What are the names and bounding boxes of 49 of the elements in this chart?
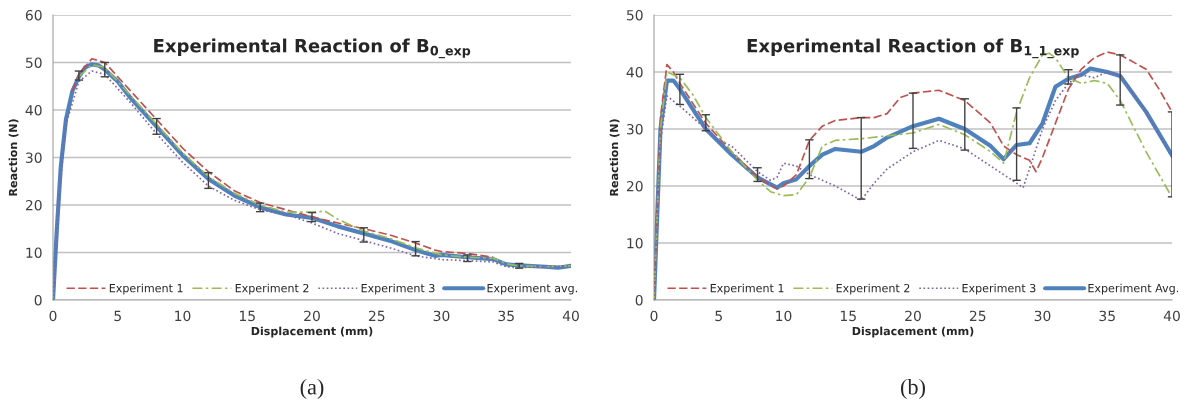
y-tick-label: 0: [34, 294, 42, 306]
y-tick-label: 50: [25, 57, 42, 68]
legend-label: Experiment 3: [361, 283, 435, 295]
text: (b): [901, 378, 925, 400]
x-tick-label: 30: [433, 310, 450, 322]
x-tick-label: 35: [498, 310, 514, 322]
legend-label: Experiment 2: [235, 283, 309, 295]
y-tick-label: 20: [626, 180, 643, 192]
y-tick-label: 10: [26, 247, 42, 258]
y-tick-label: 10: [627, 237, 643, 249]
y-tick-label: 60: [25, 9, 42, 21]
x-tick-label: 20: [905, 310, 921, 322]
x-tick-label: 40: [1163, 310, 1180, 322]
x-tick-label: 30: [1034, 310, 1051, 322]
legend-label: Experiment 3: [962, 283, 1036, 295]
legend-label: Experiment Avg.: [1088, 283, 1179, 295]
y-tick-label: 0: [635, 294, 643, 306]
x-tick-label: 20: [304, 310, 320, 322]
line-series: [78, 64, 571, 268]
x-tick-label: 5: [715, 310, 722, 322]
x-tick-label: 25: [969, 310, 986, 322]
legend-label: Experiment 1: [109, 283, 183, 295]
y-tick-label: 50: [626, 9, 643, 21]
y-axis-title: Reaction (N): [8, 119, 19, 196]
x-tick-label: 5: [114, 310, 121, 322]
y-tick-label: 20: [25, 199, 42, 211]
x-tick-label: 10: [776, 310, 792, 322]
y-tick-label: 30: [626, 123, 643, 135]
y-tick-label: 30: [25, 152, 42, 163]
y-axis-title: Reaction (N): [609, 119, 620, 196]
x-tick-label: 40: [562, 310, 579, 322]
line-series: [71, 57, 495, 259]
legend-label: Experiment 2: [836, 283, 910, 295]
legend-label: Experiment 1: [710, 283, 784, 295]
x-tick-label: 25: [368, 310, 385, 322]
legend-label: Experiment avg.: [487, 283, 577, 295]
x-tick-label: 15: [840, 310, 856, 322]
x-tick-label: 15: [239, 310, 255, 322]
x-tick-label: 35: [1099, 310, 1115, 322]
x-tick-label: 0: [49, 310, 57, 322]
x-axis-title: Displacement (mm): [251, 326, 373, 338]
y-tick-label: 40: [626, 66, 643, 78]
y-tick-label: 40: [25, 104, 42, 116]
text: (a): [300, 378, 324, 400]
x-tick-label: 10: [175, 310, 191, 322]
text: Experimental Reaction of B$_{1_1_exp}$: [747, 38, 1079, 59]
text: Experimental Reaction of B$_{0_exp}$: [154, 38, 471, 59]
x-tick-label: 0: [650, 310, 658, 322]
x-axis-title: Displacement (mm): [852, 326, 974, 338]
